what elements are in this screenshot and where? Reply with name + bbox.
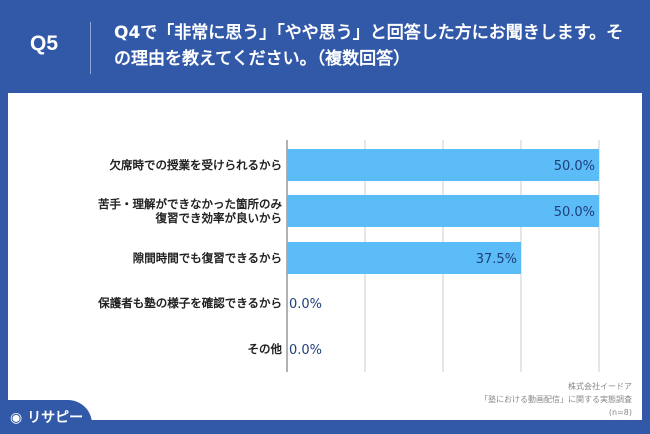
data-label: 37.5% — [476, 252, 517, 267]
bar — [287, 195, 599, 227]
category-label: 保護者も塾の様子を確認できるから — [98, 296, 282, 310]
divider — [90, 22, 91, 74]
data-label: 50.0% — [554, 159, 595, 174]
logo: ◉ リサピー — [0, 400, 92, 434]
company-name: 株式会社イードア — [568, 382, 632, 391]
survey-name: 「塾における動画配信」に関する実態調査 — [480, 395, 632, 404]
logo-text: リサピー — [27, 410, 84, 426]
category-label: 隙間時間でも復習できるから — [132, 251, 282, 265]
category-label: 欠席時での授業を受けられるから — [109, 158, 283, 172]
pin-icon: ◉ — [10, 410, 23, 426]
category-label: 苦手・理解ができなかった箇所のみ 復習でき効率が良いから — [98, 197, 282, 225]
bar — [287, 242, 521, 274]
category-label: その他 — [247, 342, 283, 356]
data-label: 50.0% — [554, 205, 595, 220]
question-title: Q4で「非常に思う」「やや思う」と回答した方にお聞きします。その理由を教えてくだ… — [114, 23, 624, 69]
sample-size: (n=8) — [608, 408, 632, 417]
question-number: Q5 — [30, 32, 59, 55]
footer: 株式会社イードア 「塾における動画配信」に関する実態調査 (n=8) — [480, 380, 632, 419]
data-label: 0.0% — [289, 343, 322, 358]
data-label: 0.0% — [289, 297, 322, 312]
bar — [287, 149, 599, 181]
